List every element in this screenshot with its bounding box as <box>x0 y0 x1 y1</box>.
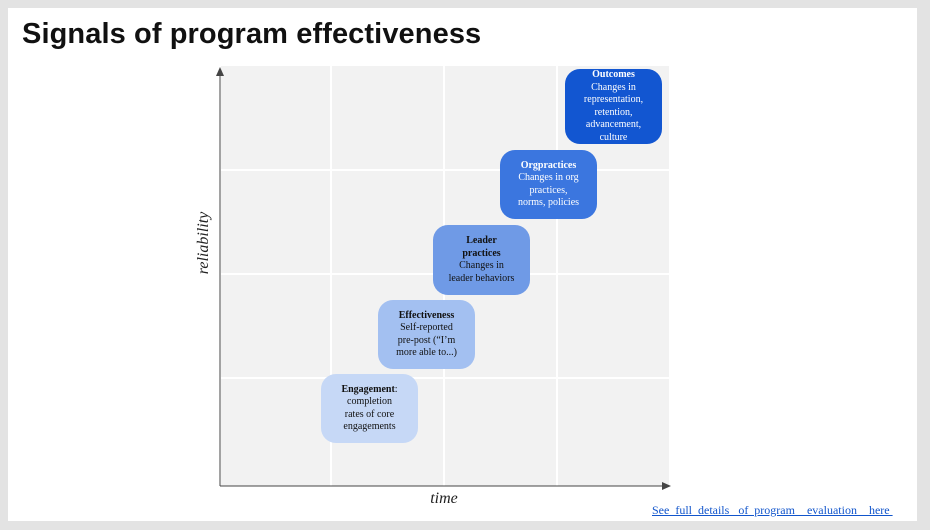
stage-title: Engagement <box>341 383 395 395</box>
page-title: Signals of program effectiveness <box>22 18 482 50</box>
stage-body: representation, <box>583 94 644 105</box>
stage-body: culture <box>599 131 628 143</box>
axes <box>216 67 671 490</box>
stage-title: Effectiveness <box>398 309 455 321</box>
stage-body: more able to...) <box>396 347 457 358</box>
stage-body: Changes in <box>459 260 504 271</box>
stage-card-outcomes: Outcomes Changes in representation, rete… <box>565 69 662 144</box>
stage-title: Outcomes <box>592 69 635 80</box>
stage-card-effectiveness: Effectiveness Self-reported pre-post (“I… <box>378 300 475 369</box>
stage-body: Self-reported <box>400 322 453 333</box>
gridline-horizontal <box>221 169 669 171</box>
stage-body: norms, policies <box>517 197 580 208</box>
stage-title: Leader practices <box>462 235 501 259</box>
stage-title: Orgpractices <box>520 159 577 171</box>
gridline-vertical <box>330 66 332 486</box>
stage-body: completion <box>347 396 392 407</box>
stage-body: rates of core <box>344 408 395 420</box>
stage-body: engagements <box>343 421 396 432</box>
stage-body: advancement, <box>585 119 642 130</box>
y-axis-label: reliability <box>195 211 212 275</box>
stage-body: pre-post (“I’m <box>397 334 456 346</box>
stage-card-engagement: Engagement: completion rates of core eng… <box>321 374 418 443</box>
y-axis-arrow-icon <box>216 67 224 76</box>
stage-body: leader behaviors <box>448 272 515 284</box>
stage-body: retention, <box>594 106 633 118</box>
stage-body: Changes in org <box>518 172 579 183</box>
x-axis-label: time <box>430 490 458 507</box>
gridline-vertical <box>556 66 558 486</box>
stage-card-leader-practices: Leader practices Changes in leader behav… <box>433 225 530 295</box>
x-axis-arrow-icon <box>662 482 671 490</box>
stage-body: practices, <box>529 184 568 196</box>
stage-body: Changes in <box>591 81 636 93</box>
gridline-horizontal <box>221 377 669 379</box>
slide: Signals of program effectiveness reliabi… <box>8 8 917 521</box>
stage-card-org-practices: Orgpractices Changes in org practices, n… <box>500 150 597 219</box>
program-evaluation-link[interactable]: See full details of program evaluation h… <box>652 503 893 517</box>
